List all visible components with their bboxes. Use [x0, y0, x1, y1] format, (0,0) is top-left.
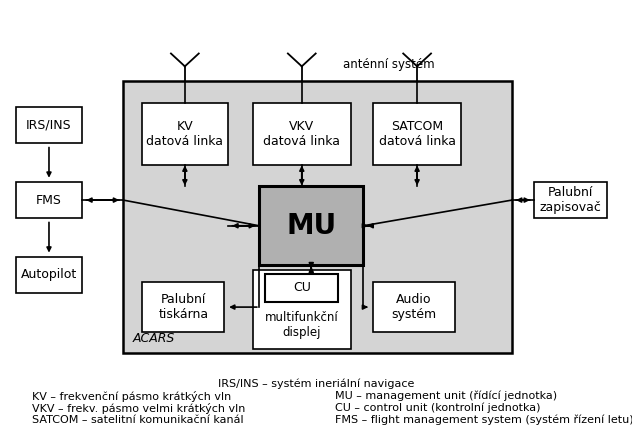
- Text: SATCOM
datová linka: SATCOM datová linka: [379, 120, 456, 148]
- Bar: [534, 182, 607, 218]
- Bar: [259, 186, 363, 265]
- Bar: [373, 282, 455, 332]
- Text: KV
datová linka: KV datová linka: [147, 120, 223, 148]
- Text: VKV – frekv. pásmo velmi krátkých vln: VKV – frekv. pásmo velmi krátkých vln: [32, 403, 245, 414]
- Bar: [16, 107, 82, 143]
- Text: Audio
systém: Audio systém: [391, 293, 437, 321]
- Text: ACARS: ACARS: [133, 332, 175, 345]
- Text: CU – control unit (kontrolní jednotka): CU – control unit (kontrolní jednotka): [335, 403, 540, 413]
- Text: SATCOM – satelitní komunikační kanál: SATCOM – satelitní komunikační kanál: [32, 415, 243, 425]
- Text: VKV
datová linka: VKV datová linka: [264, 120, 340, 148]
- Text: Autopilot: Autopilot: [21, 268, 77, 282]
- Bar: [265, 274, 338, 302]
- Bar: [16, 182, 82, 218]
- Text: MU – management unit (řídící jednotka): MU – management unit (řídící jednotka): [335, 391, 557, 401]
- Text: MU: MU: [286, 212, 336, 240]
- Text: FMS – flight management system (systém řízení letu): FMS – flight management system (systém ř…: [335, 415, 632, 425]
- Bar: [16, 257, 82, 293]
- Text: Palubní
tiskárna: Palubní tiskárna: [158, 293, 209, 321]
- Bar: [373, 103, 461, 165]
- Text: IRS/INS: IRS/INS: [26, 119, 72, 132]
- Text: FMS: FMS: [36, 193, 62, 207]
- Bar: [123, 81, 512, 353]
- Text: KV – frekvenční pásmo krátkých vln: KV – frekvenční pásmo krátkých vln: [32, 391, 231, 402]
- Text: multifunkční
displej: multifunkční displej: [265, 311, 339, 339]
- Text: Palubní
zapisovač: Palubní zapisovač: [540, 186, 601, 214]
- Bar: [142, 282, 224, 332]
- Text: IRS/INS – systém ineriální navigace: IRS/INS – systém ineriální navigace: [218, 379, 414, 389]
- Bar: [253, 103, 351, 165]
- Text: anténní systém: anténní systém: [343, 58, 434, 71]
- Bar: [142, 103, 228, 165]
- Bar: [253, 270, 351, 349]
- Text: CU: CU: [293, 281, 311, 294]
